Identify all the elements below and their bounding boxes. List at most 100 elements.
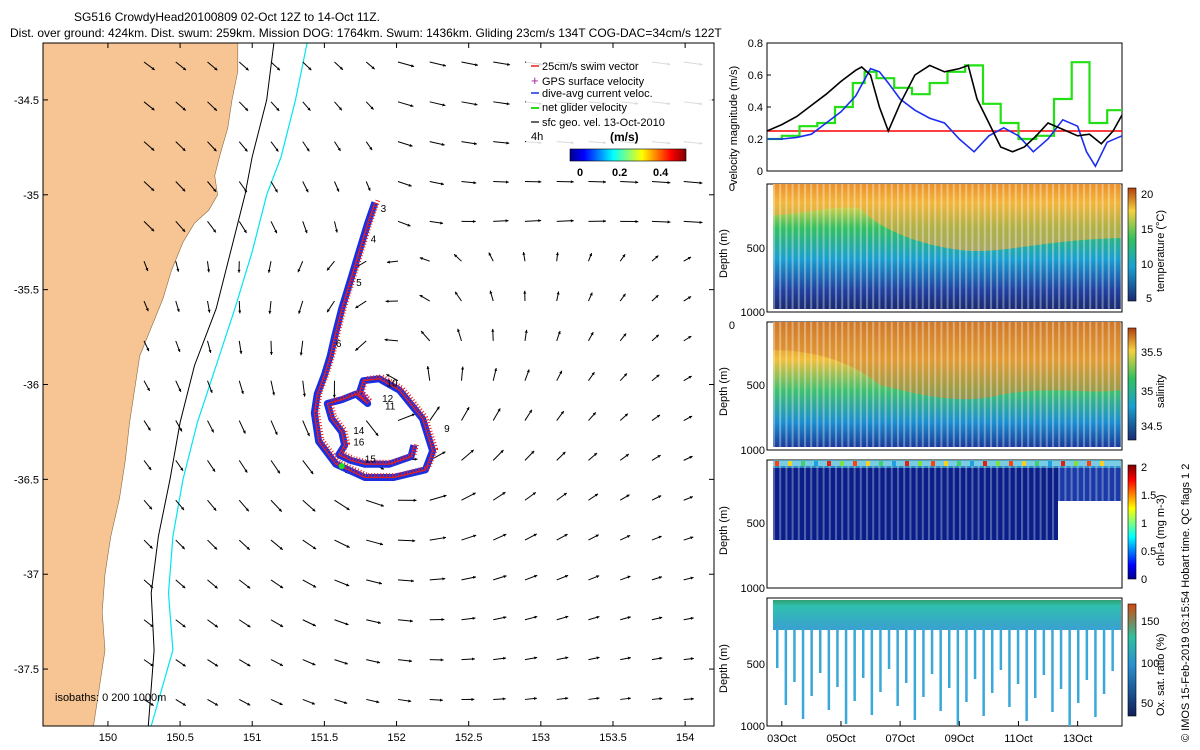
geo-arrowhead-167: [441, 617, 445, 622]
geo-arrowhead-67: [247, 702, 251, 706]
geo-arrowhead-54: [244, 189, 247, 193]
geo-arrowhead-4: [151, 228, 155, 232]
day-label-14: 14: [353, 426, 365, 437]
geo-arrowhead-182: [473, 534, 477, 538]
geo-arrowhead-56: [237, 269, 241, 273]
coastline-land: [43, 43, 239, 726]
geo-arrowhead-79: [278, 508, 282, 512]
geo-arrowhead-233: [564, 534, 568, 537]
geo-arrowhead-294: [687, 256, 692, 260]
chla-spot-21: [1048, 461, 1052, 466]
geo-arrowhead-172: [473, 142, 477, 146]
chla-spot-7: [866, 461, 870, 466]
chla-cbtick-0.5: 0.5: [1141, 546, 1156, 558]
geo-arrowhead-159: [419, 295, 423, 298]
geo-arrowhead-180: [470, 449, 474, 453]
geo-arrowhead-59: [240, 390, 244, 395]
geo-arrowhead-163: [442, 451, 446, 455]
temp-cbtick-5: 5: [1146, 293, 1152, 305]
geo-arrowhead-47: [214, 585, 218, 589]
chla-spot-8: [879, 461, 883, 466]
geo-arrowhead-249: [594, 493, 599, 497]
geo-arrow-130: [366, 499, 385, 507]
time-tick-label-1: 05Oct: [826, 733, 855, 745]
geo-arrowhead-120: [370, 106, 374, 110]
map-xtick-label-7: 153.5: [599, 732, 627, 744]
geo-arrowhead-285: [658, 576, 662, 580]
geo-arrowhead-201: [503, 616, 507, 620]
legend-label-sfc-geo: sfc geo. vel. 13-Oct-2010: [542, 117, 665, 129]
geo-arrowhead-82: [279, 624, 284, 627]
geo-arrowhead-227: [556, 291, 560, 295]
geo-arrow-258: [620, 180, 639, 183]
legend-colorbar-tick-1: 0.2: [612, 167, 627, 179]
geo-arrowhead-48: [214, 624, 218, 628]
geo-arrowhead-75: [269, 351, 273, 355]
geo-arrowhead-64: [247, 585, 251, 589]
geo-arrowhead-2: [151, 147, 155, 151]
map-ytick-label-6: -37.5: [14, 664, 39, 676]
geo-arrowhead-275: [667, 180, 671, 185]
time-tick-label-2: 07Oct: [885, 733, 914, 745]
chla-spot-9: [892, 461, 896, 466]
geo-arrowhead-62: [245, 508, 249, 512]
ox-profile-13: [887, 628, 891, 669]
imos-credit: © IMOS 15-Feb-2019 03:15:54 Hobart time.…: [1180, 464, 1192, 742]
geo-arrowhead-28: [181, 506, 185, 511]
geo-arrowhead-138: [409, 143, 413, 147]
velocity-series: [767, 61, 1122, 168]
geo-arrowhead-18: [182, 107, 186, 111]
chla-cbtick-1.5: 1.5: [1141, 490, 1156, 502]
vel-line-black: [767, 64, 1122, 153]
vel-ytick-label-3: 0.6: [748, 70, 763, 82]
geo-arrowhead-185: [471, 657, 475, 661]
vel-ytick-label-0: 0: [757, 166, 763, 178]
geo-arrowhead-261: [622, 293, 626, 297]
geo-arrowhead-173: [473, 181, 477, 185]
geo-arrowhead-36: [213, 148, 217, 152]
geo-arrowhead-216: [533, 533, 537, 537]
geo-arrowhead-87: [306, 148, 310, 152]
ox-profile-38: [1102, 628, 1106, 694]
chla-spot-16: [983, 461, 987, 466]
ox-profile-34: [1068, 628, 1071, 726]
geo-arrowhead-267: [626, 535, 631, 538]
geo-arrowhead-183: [472, 575, 476, 579]
geo-arrowhead-266: [626, 494, 630, 498]
geo-arrowhead-130: [380, 503, 384, 507]
geo-arrowhead-16: [150, 702, 154, 706]
geo-arrowhead-160: [421, 331, 425, 335]
map-ytick-label-1: -35: [23, 190, 39, 202]
geo-arrowhead-17: [182, 67, 187, 71]
geo-arrowhead-29: [181, 546, 185, 550]
geo-arrowhead-248: [593, 452, 598, 456]
geo-arrowhead-55: [243, 229, 247, 233]
chla-panel: 500 1000 Depth (m) 2 1.5 1 0.5 0 chl-a (…: [718, 459, 1167, 595]
track-centerline: [313, 202, 434, 479]
map-xtick-label-5: 152.5: [455, 732, 483, 744]
geo-arrowhead-65: [247, 624, 251, 628]
geo-arrowhead-70: [275, 148, 279, 152]
chla-spot-24: [1087, 461, 1091, 466]
ox-profile-30: [1034, 628, 1037, 698]
geo-arrowhead-229: [559, 370, 562, 374]
geo-arrowhead-119: [371, 66, 375, 70]
map-ytick-label-3: -36: [23, 380, 39, 392]
geo-arrowhead-251: [596, 575, 600, 579]
geo-arrowhead-241: [603, 180, 607, 184]
vel-ytick-label-1: 0.2: [748, 134, 763, 146]
geo-arrowhead-176: [455, 291, 458, 295]
vel-line-blue: [767, 67, 1122, 168]
ox-profile-8: [844, 628, 848, 724]
geo-arrowhead-148: [412, 539, 416, 543]
geo-arrowhead-50: [214, 702, 219, 706]
chla-ylabel: Depth (m): [718, 506, 730, 555]
geo-arrowhead-71: [274, 189, 278, 193]
temp-ytick-0: 0: [729, 182, 735, 194]
geo-arrowhead-96: [312, 508, 316, 512]
temp-ylabel: Depth (m): [718, 229, 730, 278]
chla-spot-20: [1035, 461, 1039, 466]
geo-arrowhead-150: [409, 619, 413, 623]
legend-colorbar-tick-2: 0.4: [653, 167, 669, 179]
